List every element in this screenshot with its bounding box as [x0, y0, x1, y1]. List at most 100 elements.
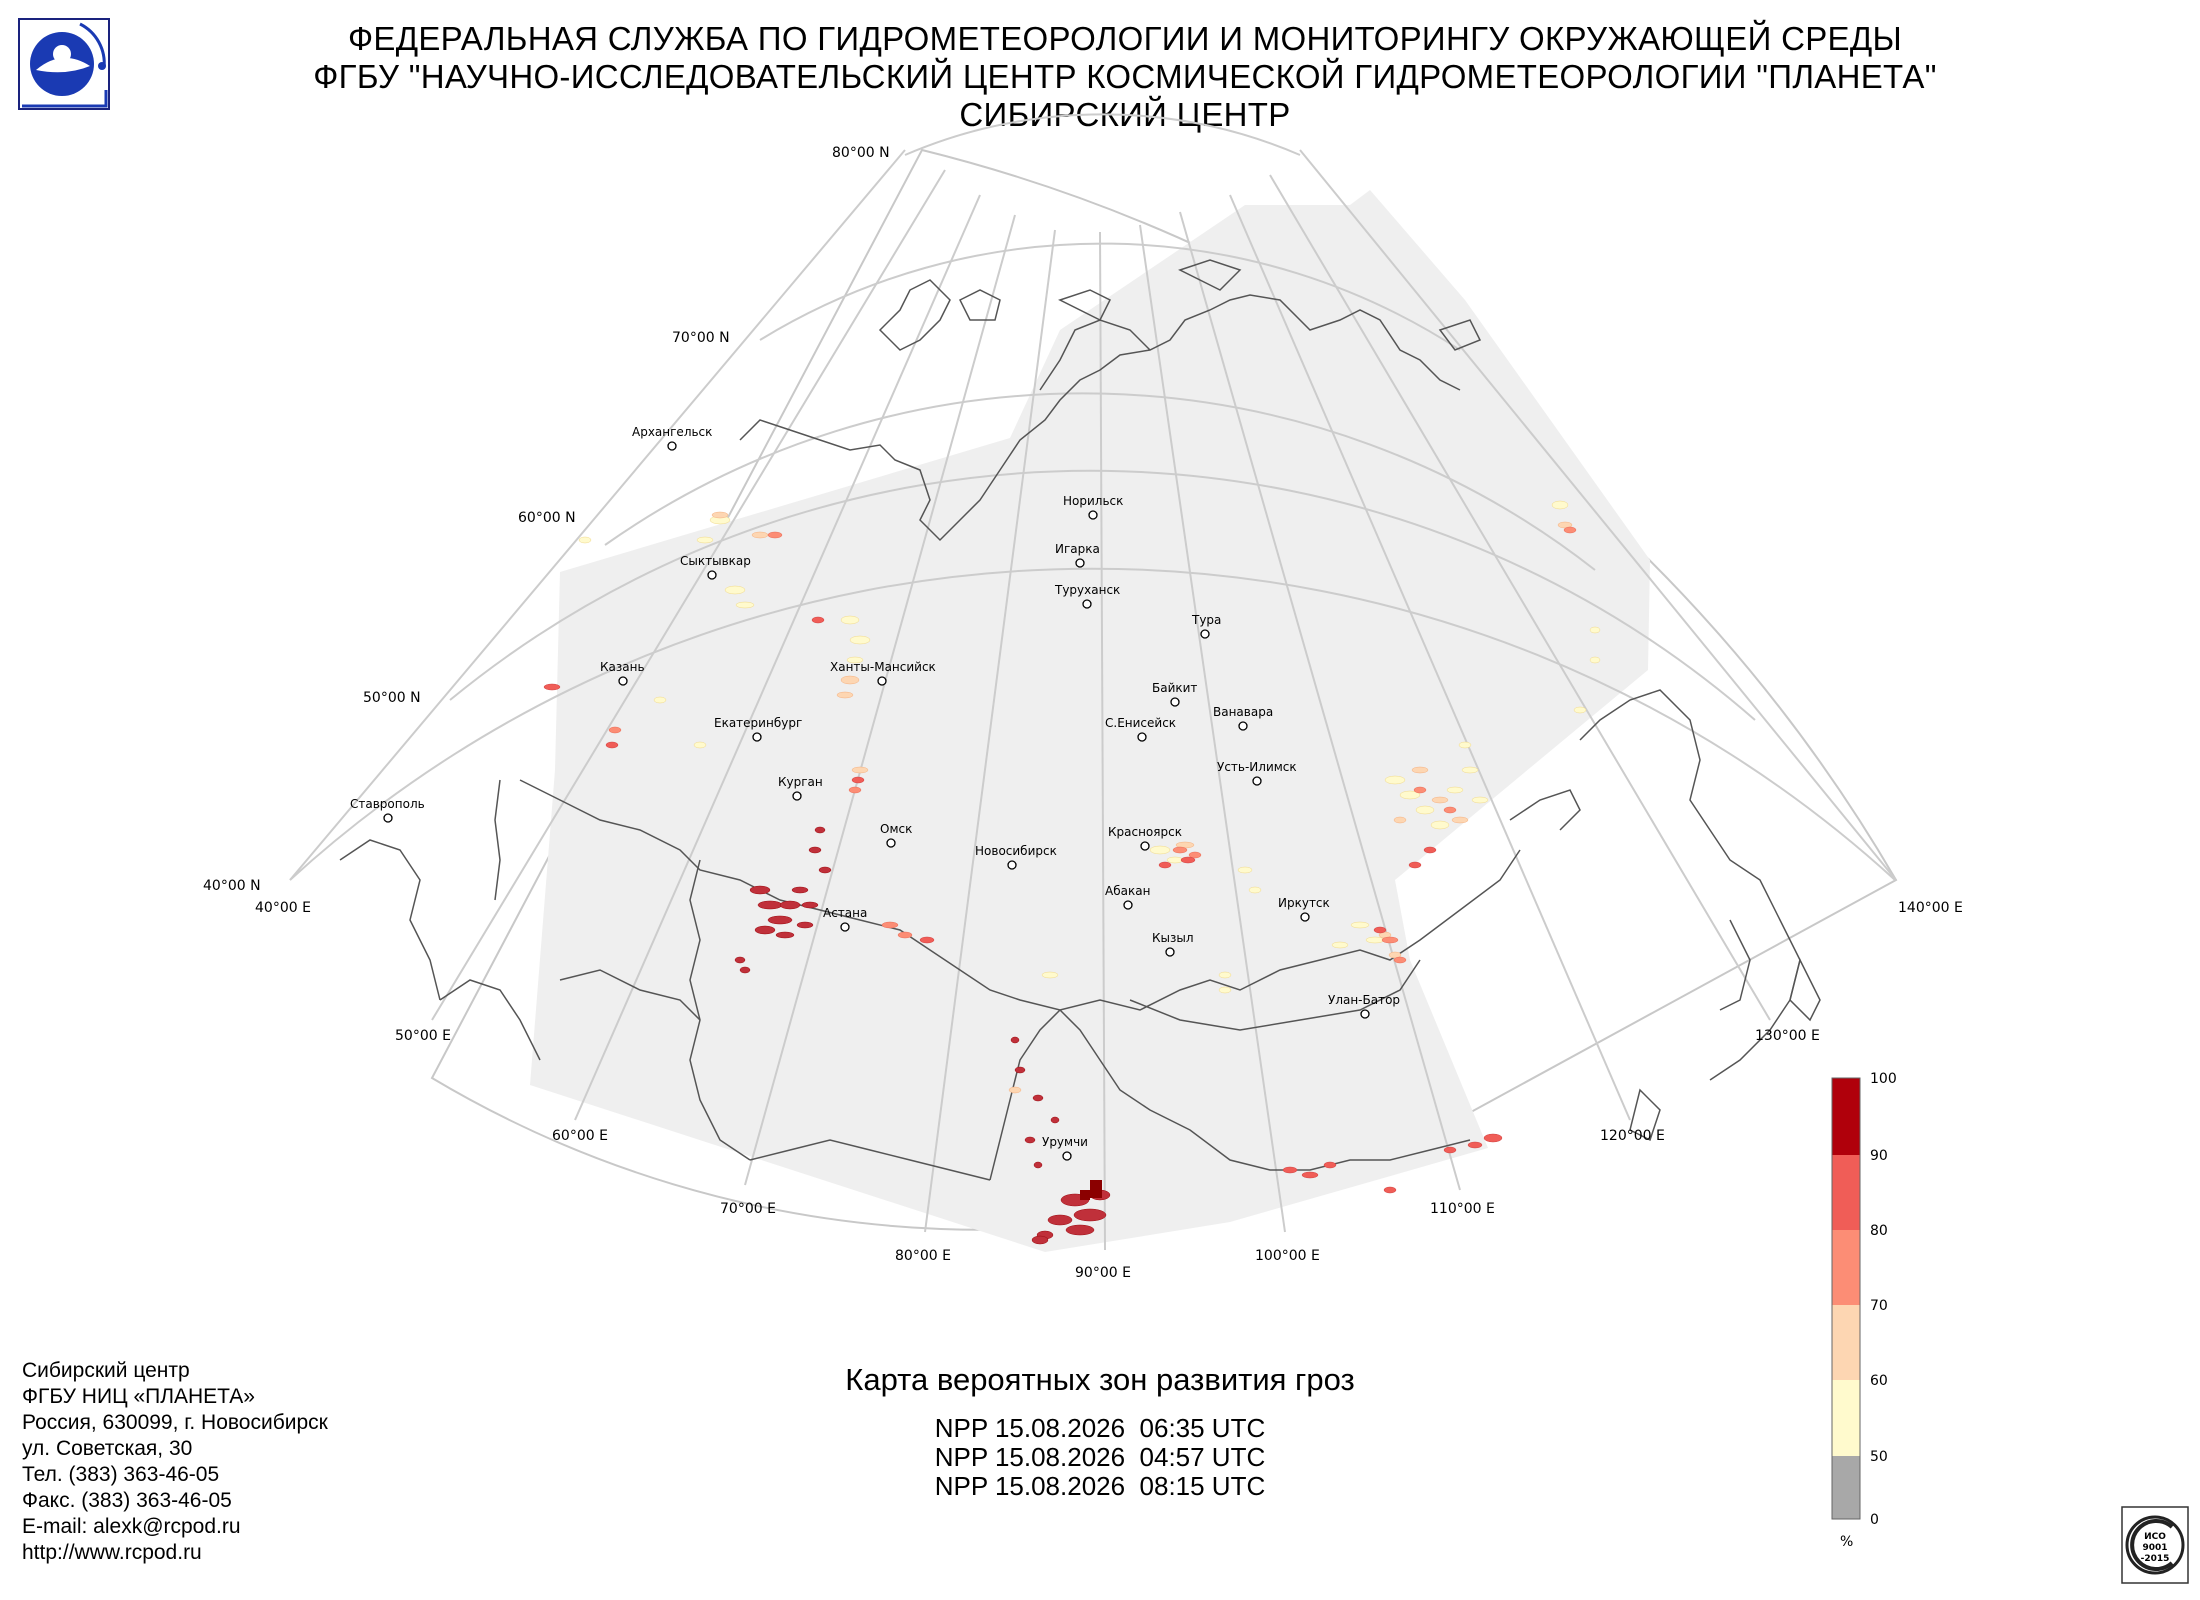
- colorbar-band-0-50: [1832, 1456, 1860, 1519]
- longitude-label-group: 40°00 E 50°00 E 60°00 E 70°00 E 80°00 E …: [255, 900, 1963, 1281]
- colorbar-tick-0: 0: [1870, 1512, 1879, 1528]
- city-label-astana: Астана: [823, 906, 867, 920]
- lon-label-60: 60°00 E: [552, 1128, 608, 1144]
- header-line-2: ФГБУ "НАУЧНО-ИССЛЕДОВАТЕЛЬСКИЙ ЦЕНТР КОС…: [313, 58, 1937, 95]
- lon-label-100: 100°00 E: [1255, 1248, 1320, 1264]
- city-label-krasnoyarsk: Красноярск: [1108, 825, 1182, 839]
- city-label-tura: Тура: [1191, 613, 1221, 627]
- meridian-110e: [1179, 211, 1461, 1191]
- iso-number: 9001: [2142, 1543, 2167, 1553]
- city-label-igarka: Игарка: [1055, 542, 1100, 556]
- meridian-130e: [1269, 174, 1771, 1021]
- colorbar-tick-50: 50: [1870, 1449, 1888, 1465]
- colorbar-tick-70: 70: [1870, 1298, 1888, 1314]
- latitude-lines: [289, 113, 1896, 881]
- city-label-stavropol: Ставрополь: [350, 797, 425, 811]
- colorbar-band-50-60: [1832, 1380, 1860, 1456]
- satellite-pass: NPP 15.08.2026 04:57 UTC: [934, 1442, 1266, 1472]
- colorbar-band-80-90: [1832, 1155, 1860, 1230]
- header-line-1: ФЕДЕРАЛЬНАЯ СЛУЖБА ПО ГИДРОМЕТЕОРОЛОГИИ …: [348, 20, 1902, 57]
- colorbar-unit: %: [1840, 1534, 1853, 1550]
- iso-year: -2015: [2141, 1554, 2170, 1564]
- meridian-40e: [289, 149, 906, 881]
- map-title: Карта вероятных зон развития гроз: [845, 1362, 1355, 1397]
- parallel-50: [449, 469, 1756, 721]
- lon-label-90: 90°00 E: [1075, 1265, 1131, 1281]
- thunderstorm-zones: [543, 500, 1601, 1245]
- probability-colorbar: 100 90 80 70 60 50 0 %: [1831, 1071, 1897, 1550]
- city-label-kazan: Казань: [600, 660, 645, 674]
- colorbar-band-60-70: [1832, 1305, 1860, 1380]
- lat-label-80: 80°00 N: [832, 145, 890, 161]
- city-label-syktyvkar: Сыктывкар: [680, 554, 751, 568]
- country-borders: [339, 779, 1521, 1181]
- meridian-100e: [1139, 224, 1286, 1233]
- address-line: Россия, 630099, г. Новосибирск: [22, 1411, 328, 1434]
- planeta-logo: [18, 18, 110, 110]
- city-label-ulan-bator: Улан-Батор: [1328, 993, 1400, 1007]
- colorbar-band-70-80: [1832, 1230, 1860, 1305]
- address-line: Тел. (383) 363-46-05: [22, 1463, 220, 1486]
- lon-label-120: 120°00 E: [1600, 1128, 1665, 1144]
- lon-label-110: 110°00 E: [1430, 1201, 1495, 1217]
- lon-label-50: 50°00 E: [395, 1028, 451, 1044]
- city-markers: [383, 441, 1370, 1161]
- satellite-pass: NPP 15.08.2026 06:35 UTC: [934, 1413, 1266, 1443]
- lat-label-70: 70°00 N: [672, 330, 730, 346]
- address-email[interactable]: E-mail: alexk@rcpod.ru: [22, 1515, 241, 1538]
- parallel-40: [289, 567, 1896, 881]
- lon-label-130: 130°00 E: [1755, 1028, 1820, 1044]
- colorbar-tick-60: 60: [1870, 1373, 1888, 1389]
- colorbar-band-90-100: [1832, 1078, 1860, 1155]
- meridian-90e: [1099, 231, 1106, 1251]
- address-line: Сибирский центр: [22, 1359, 190, 1382]
- iso-certification-badge: ИСО 9001 -2015: [2121, 1506, 2189, 1584]
- meridian-80e: [924, 229, 1056, 1233]
- satellite-coverage: [530, 190, 1650, 1252]
- lon-label-70: 70°00 E: [720, 1201, 776, 1217]
- satellite-pass: NPP 15.08.2026 08:15 UTC: [934, 1471, 1266, 1501]
- lon-label-40: 40°00 E: [255, 900, 311, 916]
- city-label-baykit: Байкит: [1152, 681, 1197, 695]
- contact-address: Сибирский центр ФГБУ НИЦ «ПЛАНЕТА» Росси…: [22, 1358, 328, 1566]
- city-label-arkhangelsk: Архангельск: [632, 425, 712, 439]
- address-line: ул. Советская, 30: [22, 1437, 193, 1460]
- city-label-novosibirsk: Новосибирск: [975, 844, 1057, 858]
- colorbar-tick-100: 100: [1870, 1071, 1897, 1087]
- city-label-omsk: Омск: [880, 822, 912, 836]
- city-label-irkutsk: Иркутск: [1278, 896, 1330, 910]
- address-line: ФГБУ НИЦ «ПЛАНЕТА»: [22, 1385, 255, 1408]
- city-label-vanavara: Ванавара: [1213, 705, 1273, 719]
- city-label-norilsk: Норильск: [1063, 494, 1123, 508]
- colorbar-tick-80: 80: [1870, 1223, 1888, 1239]
- meridian-70e: [744, 214, 1016, 1186]
- city-labels: Архангельск Сыктывкар Казань Екатеринбур…: [350, 425, 1400, 1149]
- longitude-lines: [289, 149, 1897, 1251]
- city-label-abakan: Абакан: [1105, 884, 1150, 898]
- meridian-120e: [1229, 194, 1631, 1121]
- parallel-80: [904, 113, 1301, 156]
- address-website-link[interactable]: http://www.rcpod.ru: [22, 1541, 202, 1564]
- city-label-khanty-mansiysk: Ханты-Мансийск: [830, 660, 936, 674]
- city-label-urumqi: Урумчи: [1042, 1135, 1088, 1149]
- lon-label-80: 80°00 E: [895, 1248, 951, 1264]
- meridian-50e: [431, 169, 946, 1021]
- meridian-140e: [1299, 149, 1897, 881]
- iso-label: ИСО: [2144, 1532, 2166, 1542]
- city-label-yekaterinburg: Екатеринбург: [714, 716, 802, 730]
- lat-label-50: 50°00 N: [363, 690, 421, 706]
- city-label-kyzyl: Кызыл: [1152, 931, 1194, 945]
- agency-header: ФЕДЕРАЛЬНАЯ СЛУЖБА ПО ГИДРОМЕТЕОРОЛОГИИ …: [150, 20, 2100, 134]
- colorbar-tick-90: 90: [1870, 1148, 1888, 1164]
- city-label-ust-ilimsk: Усть-Илимск: [1217, 760, 1297, 774]
- satellite-passes: NPP 15.08.2026 06:35 UTC NPP 15.08.2026 …: [700, 1414, 1500, 1501]
- city-label-s-yeniseysk: С.Енисейск: [1105, 716, 1176, 730]
- city-label-turukhansk: Туруханск: [1054, 583, 1120, 597]
- parallel-70: [759, 242, 1461, 351]
- lon-label-140: 140°00 E: [1898, 900, 1963, 916]
- city-label-kurgan: Курган: [778, 775, 823, 789]
- address-line: Факс. (383) 363-46-05: [22, 1489, 232, 1512]
- map-caption: Карта вероятных зон развития гроз NPP 15…: [700, 1362, 1500, 1501]
- parallel-60: [604, 392, 1596, 571]
